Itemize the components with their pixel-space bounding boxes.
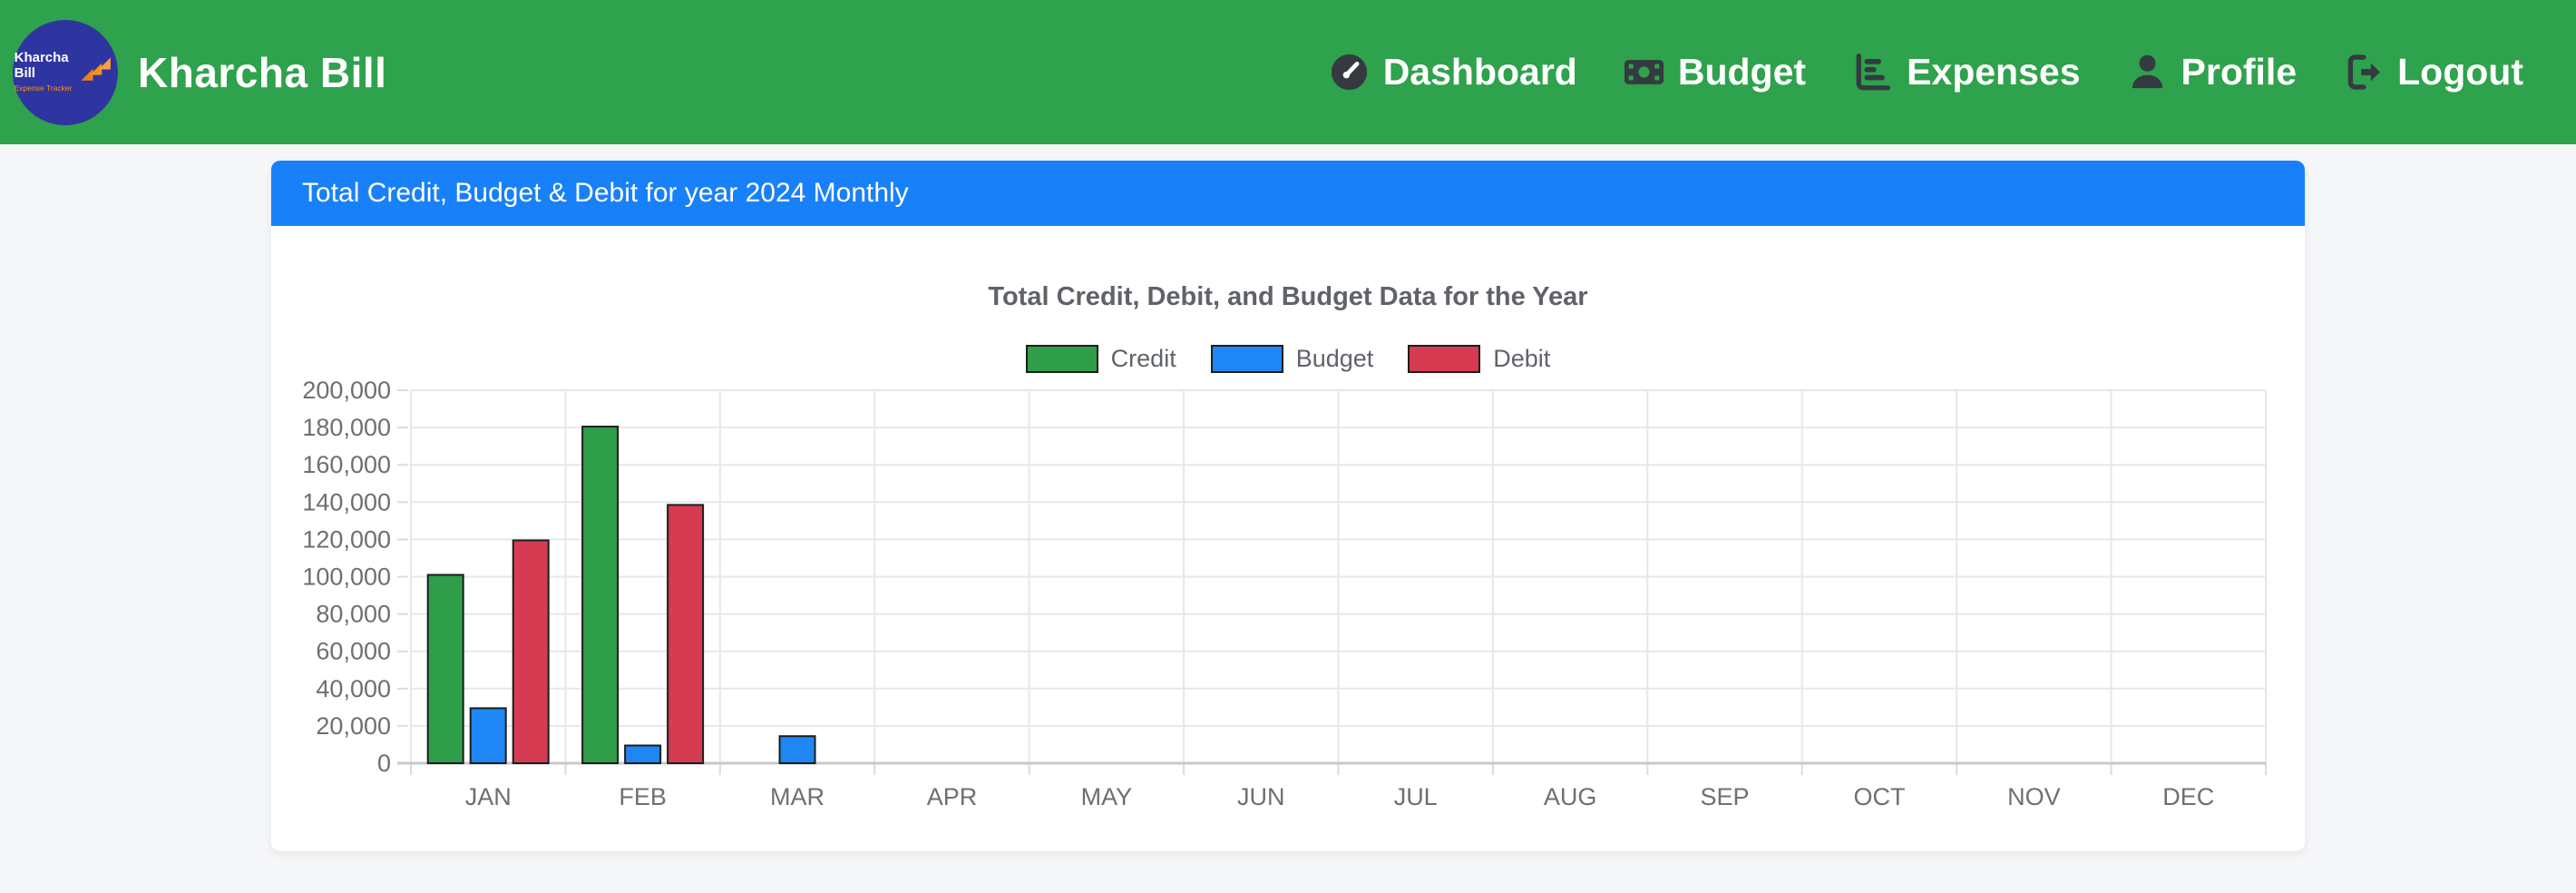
navbar: Kharcha Bill Expense Tracker Kharcha Bil… bbox=[0, 0, 2576, 144]
app-logo: Kharcha Bill Expense Tracker bbox=[13, 19, 118, 125]
svg-text:200,000: 200,000 bbox=[302, 377, 391, 404]
svg-text:JAN: JAN bbox=[465, 783, 512, 810]
svg-text:0: 0 bbox=[377, 750, 391, 777]
nav-item-profile[interactable]: Profile bbox=[2126, 51, 2298, 93]
svg-text:60,000: 60,000 bbox=[316, 638, 391, 665]
nav-item-dashboard[interactable]: Dashboard bbox=[1328, 51, 1577, 93]
svg-text:JUL: JUL bbox=[1394, 783, 1438, 810]
debit-legend-swatch bbox=[1408, 345, 1481, 373]
nav-item-expenses[interactable]: Expenses bbox=[1851, 51, 2081, 93]
svg-text:80,000: 80,000 bbox=[316, 601, 391, 628]
logo-text: Kharcha Bill Expense Tracker bbox=[15, 51, 73, 93]
money-bill-icon bbox=[1623, 51, 1665, 93]
credit-legend-swatch bbox=[1025, 345, 1098, 373]
svg-text:40,000: 40,000 bbox=[316, 675, 391, 702]
card-header: Total Credit, Budget & Debit for year 20… bbox=[271, 161, 2305, 226]
user-icon bbox=[2126, 51, 2169, 93]
svg-text:120,000: 120,000 bbox=[302, 525, 391, 553]
logo-line1: Kharcha bbox=[14, 50, 69, 66]
legend-item-credit[interactable]: Credit bbox=[1025, 345, 1176, 373]
card-body: Total Credit, Debit, and Budget Data for… bbox=[271, 226, 2305, 851]
legend-item-budget[interactable]: Budget bbox=[1210, 345, 1374, 373]
nav-item-logout[interactable]: Logout bbox=[2342, 51, 2523, 93]
svg-text:APR: APR bbox=[927, 783, 978, 810]
brand[interactable]: Kharcha Bill Expense Tracker Kharcha Bil… bbox=[13, 19, 387, 125]
budget-legend-swatch bbox=[1210, 345, 1283, 373]
svg-text:AUG: AUG bbox=[1544, 783, 1597, 810]
svg-text:140,000: 140,000 bbox=[302, 488, 391, 515]
nav-item-budget-label: Budget bbox=[1677, 51, 1807, 93]
nav-item-dashboard-label: Dashboard bbox=[1382, 51, 1577, 93]
nav-item-budget[interactable]: Budget bbox=[1623, 51, 1806, 93]
svg-text:100,000: 100,000 bbox=[302, 564, 391, 591]
svg-text:DEC: DEC bbox=[2162, 783, 2214, 810]
summary-card: Total Credit, Budget & Debit for year 20… bbox=[271, 161, 2305, 851]
svg-text:FEB: FEB bbox=[619, 783, 667, 810]
card-header-title: Total Credit, Budget & Debit for year 20… bbox=[302, 178, 909, 208]
nav-item-expenses-label: Expenses bbox=[1907, 51, 2081, 93]
credit-legend-label: Credit bbox=[1110, 345, 1176, 372]
nav-items: Dashboard Budget bbox=[1283, 51, 2523, 93]
svg-text:20,000: 20,000 bbox=[316, 712, 391, 740]
logo-line2: Bill bbox=[14, 64, 35, 81]
svg-text:MAY: MAY bbox=[1081, 783, 1133, 810]
svg-text:160,000: 160,000 bbox=[302, 451, 391, 478]
gauge-icon bbox=[1328, 51, 1371, 93]
content: Total Credit, Budget & Debit for year 20… bbox=[0, 161, 2576, 851]
svg-text:NOV: NOV bbox=[2007, 783, 2061, 810]
bar-chart-icon bbox=[1851, 51, 1894, 93]
nav-item-profile-label: Profile bbox=[2181, 51, 2298, 93]
svg-text:SEP: SEP bbox=[1701, 783, 1750, 810]
svg-text:MAR: MAR bbox=[770, 783, 825, 810]
chart-title: Total Credit, Debit, and Budget Data for… bbox=[988, 282, 1588, 311]
bar-chart-canvas: 0 20,000 40,000 60,000 80,000 100,000 120,000 1… bbox=[302, 377, 2267, 810]
app-title: Kharcha Bill bbox=[138, 48, 387, 96]
svg-text:JUN: JUN bbox=[1237, 783, 1285, 810]
chart-legend: Credit Budget Debit bbox=[271, 345, 2305, 373]
svg-text:OCT: OCT bbox=[1853, 783, 1905, 810]
legend-item-debit[interactable]: Debit bbox=[1408, 345, 1550, 373]
logout-icon bbox=[2342, 51, 2385, 93]
logo-subtitle: Expense Tracker bbox=[14, 83, 73, 93]
svg-text:180,000: 180,000 bbox=[302, 414, 391, 441]
arrows-icon bbox=[81, 56, 112, 81]
debit-legend-label: Debit bbox=[1493, 345, 1551, 372]
nav-item-logout-label: Logout bbox=[2397, 51, 2523, 93]
budget-legend-label: Budget bbox=[1295, 345, 1374, 372]
